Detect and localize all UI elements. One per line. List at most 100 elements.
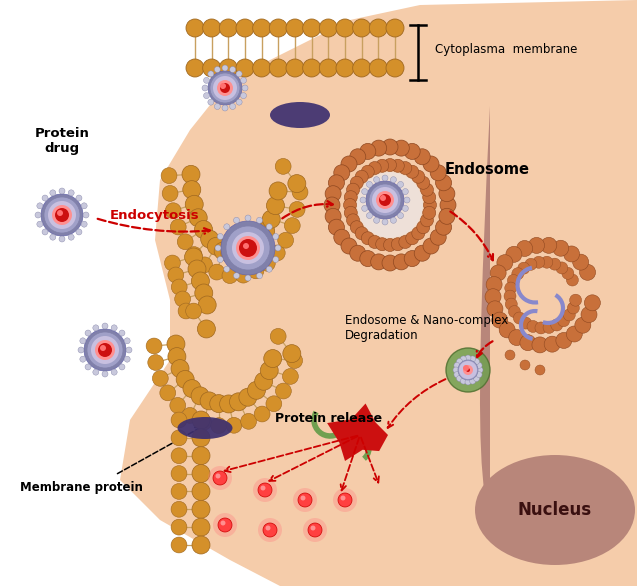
Circle shape xyxy=(391,238,404,251)
Circle shape xyxy=(347,214,359,227)
Circle shape xyxy=(341,238,357,254)
Circle shape xyxy=(217,233,224,240)
Text: Endosome: Endosome xyxy=(445,162,530,178)
Circle shape xyxy=(220,395,238,413)
Circle shape xyxy=(461,356,466,362)
Circle shape xyxy=(287,353,303,369)
Circle shape xyxy=(436,219,452,235)
Circle shape xyxy=(236,99,242,105)
Circle shape xyxy=(81,203,87,209)
Circle shape xyxy=(208,71,214,77)
Circle shape xyxy=(200,392,218,410)
Circle shape xyxy=(230,67,236,73)
Circle shape xyxy=(334,165,350,180)
Circle shape xyxy=(512,268,524,280)
Circle shape xyxy=(492,312,508,328)
Circle shape xyxy=(532,337,548,353)
Circle shape xyxy=(197,320,215,338)
Circle shape xyxy=(566,326,582,342)
Circle shape xyxy=(247,381,266,399)
Circle shape xyxy=(548,258,561,270)
Circle shape xyxy=(459,361,477,379)
Circle shape xyxy=(284,217,300,233)
Circle shape xyxy=(177,234,193,250)
Circle shape xyxy=(391,159,404,172)
Circle shape xyxy=(87,332,123,368)
Circle shape xyxy=(355,170,368,183)
Circle shape xyxy=(362,189,368,195)
Circle shape xyxy=(338,493,352,507)
Circle shape xyxy=(189,209,207,227)
Circle shape xyxy=(183,180,201,199)
Circle shape xyxy=(288,175,306,193)
Circle shape xyxy=(160,385,176,401)
Circle shape xyxy=(282,369,298,384)
Circle shape xyxy=(35,212,41,218)
Circle shape xyxy=(303,19,320,37)
Circle shape xyxy=(473,376,480,381)
Circle shape xyxy=(366,182,373,188)
Circle shape xyxy=(469,378,476,384)
Circle shape xyxy=(541,237,557,253)
Circle shape xyxy=(255,372,273,390)
Circle shape xyxy=(175,291,190,307)
Circle shape xyxy=(380,195,386,201)
Circle shape xyxy=(556,332,572,349)
Circle shape xyxy=(192,482,210,500)
Circle shape xyxy=(466,368,470,372)
Ellipse shape xyxy=(475,455,635,565)
Circle shape xyxy=(161,168,177,183)
Circle shape xyxy=(262,210,280,228)
Circle shape xyxy=(194,220,213,239)
Circle shape xyxy=(369,59,387,77)
Circle shape xyxy=(386,59,404,77)
Circle shape xyxy=(221,221,275,275)
Circle shape xyxy=(266,266,272,272)
Circle shape xyxy=(412,227,425,240)
Circle shape xyxy=(171,466,187,482)
Ellipse shape xyxy=(270,102,330,128)
Circle shape xyxy=(453,367,459,373)
Circle shape xyxy=(361,165,375,178)
Circle shape xyxy=(525,258,537,270)
PathPatch shape xyxy=(120,0,637,586)
Circle shape xyxy=(518,262,530,274)
Circle shape xyxy=(228,245,246,263)
Circle shape xyxy=(222,65,228,71)
Circle shape xyxy=(57,210,63,216)
Circle shape xyxy=(218,518,232,532)
Circle shape xyxy=(412,170,425,183)
Circle shape xyxy=(226,226,270,270)
Circle shape xyxy=(85,330,91,336)
Circle shape xyxy=(210,73,240,103)
Circle shape xyxy=(403,189,408,195)
Circle shape xyxy=(59,236,65,242)
Circle shape xyxy=(236,236,260,260)
Circle shape xyxy=(91,336,119,364)
Circle shape xyxy=(382,219,388,225)
Circle shape xyxy=(376,238,389,251)
Circle shape xyxy=(164,255,180,271)
Circle shape xyxy=(254,406,270,422)
Circle shape xyxy=(171,412,187,428)
Circle shape xyxy=(226,417,242,433)
Circle shape xyxy=(341,496,345,500)
Circle shape xyxy=(202,85,208,91)
Circle shape xyxy=(234,272,240,279)
Circle shape xyxy=(529,237,545,253)
Circle shape xyxy=(383,239,396,251)
Circle shape xyxy=(423,206,436,219)
Circle shape xyxy=(397,182,404,188)
Circle shape xyxy=(343,199,357,212)
Circle shape xyxy=(371,254,387,270)
Circle shape xyxy=(171,448,187,464)
Circle shape xyxy=(414,149,430,165)
Circle shape xyxy=(98,343,112,357)
Circle shape xyxy=(508,274,519,287)
Circle shape xyxy=(220,520,225,526)
Circle shape xyxy=(399,162,412,175)
Circle shape xyxy=(80,338,86,344)
Circle shape xyxy=(420,214,433,227)
Circle shape xyxy=(362,206,368,212)
Circle shape xyxy=(353,19,371,37)
